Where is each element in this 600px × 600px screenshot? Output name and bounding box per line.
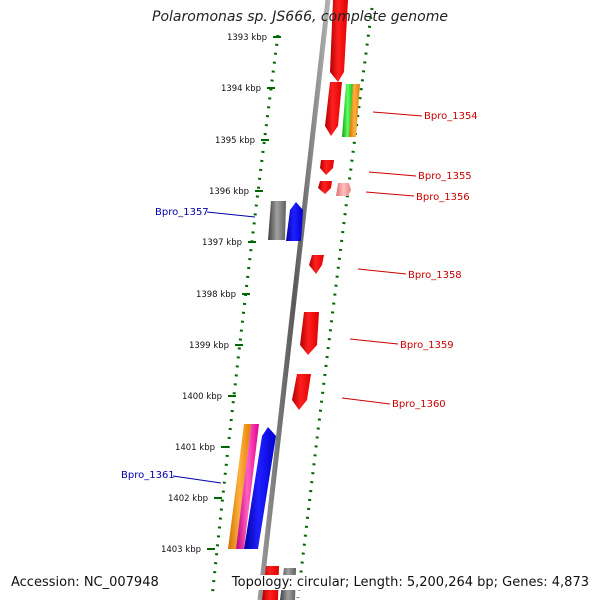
gene-label-bpro-1360[interactable]: Bpro_1360 — [392, 399, 446, 410]
gene-arrow-bpro-1361 — [228, 424, 251, 549]
tick-label: 1403 kbp — [161, 545, 201, 555]
callout-line-bpro-1354 — [372, 111, 423, 117]
tick-label: 1401 kbp — [175, 443, 215, 453]
gene-arrow — [236, 424, 259, 549]
topology-text: Topology: circular; Length: 5,200,264 bp… — [229, 575, 591, 590]
gene-arrow-bpro-1354 — [325, 82, 342, 136]
accession-text: Accession: NC_007948 — [9, 575, 161, 590]
tick-marks: 1393 kbp 1394 kbp 1395 kbp 1396 kbp 1397 kbp… — [161, 33, 281, 555]
tick-label: 1395 kbp — [215, 136, 255, 146]
tick-label: 1393 kbp — [227, 33, 267, 43]
gene-arrow-bpro-1358 — [309, 255, 324, 274]
gene-arrow-bpro-1359 — [300, 312, 319, 355]
gene-arrow — [286, 202, 303, 241]
gene-label-bpro-1357[interactable]: Bpro_1357 — [155, 207, 209, 218]
gene-arrow-bpro-1357 — [268, 201, 286, 240]
callout-line-bpro-1355 — [368, 171, 417, 177]
gene-label-bpro-1355[interactable]: Bpro_1355 — [418, 171, 472, 182]
callout-line-bpro-1357 — [206, 211, 256, 218]
tick-label: 1400 kbp — [182, 392, 222, 402]
callout-line-bpro-1359 — [349, 338, 399, 345]
genome-title: Polaromonas sp. JS666, complete genome — [152, 9, 448, 25]
gene-label-bpro-1354[interactable]: Bpro_1354 — [424, 111, 478, 122]
gene-arrow — [244, 427, 276, 549]
gene-label-bpro-1359[interactable]: Bpro_1359 — [400, 340, 454, 351]
callout-line-bpro-1361 — [172, 475, 222, 484]
tick-label: 1396 kbp — [209, 187, 249, 197]
gene-arrow — [349, 84, 360, 137]
gene-label-bpro-1356[interactable]: Bpro_1356 — [416, 192, 470, 203]
tick-label: 1398 kbp — [196, 290, 236, 300]
tick-label: 1397 kbp — [202, 238, 242, 248]
tick-label: 1399 kbp — [189, 341, 229, 351]
gene-arrow — [330, 0, 348, 82]
callout-line-bpro-1360 — [341, 397, 391, 405]
tick-label: 1402 kbp — [168, 494, 208, 504]
gene-arrow — [318, 181, 332, 194]
gene-arrow-bpro-1360 — [292, 374, 311, 410]
callout-line-bpro-1358 — [357, 268, 407, 275]
callout-line-bpro-1356 — [365, 191, 415, 197]
genome-backbone — [257, 0, 331, 600]
gene-label-bpro-1361[interactable]: Bpro_1361 — [121, 470, 175, 481]
tick-label: 1394 kbp — [221, 84, 261, 94]
gene-arrow-bpro-1356 — [336, 183, 351, 196]
gene-arrow-bpro-1355 — [320, 160, 334, 175]
gene-label-bpro-1358[interactable]: Bpro_1358 — [408, 270, 462, 281]
reverse-strand-track — [296, 7, 374, 599]
